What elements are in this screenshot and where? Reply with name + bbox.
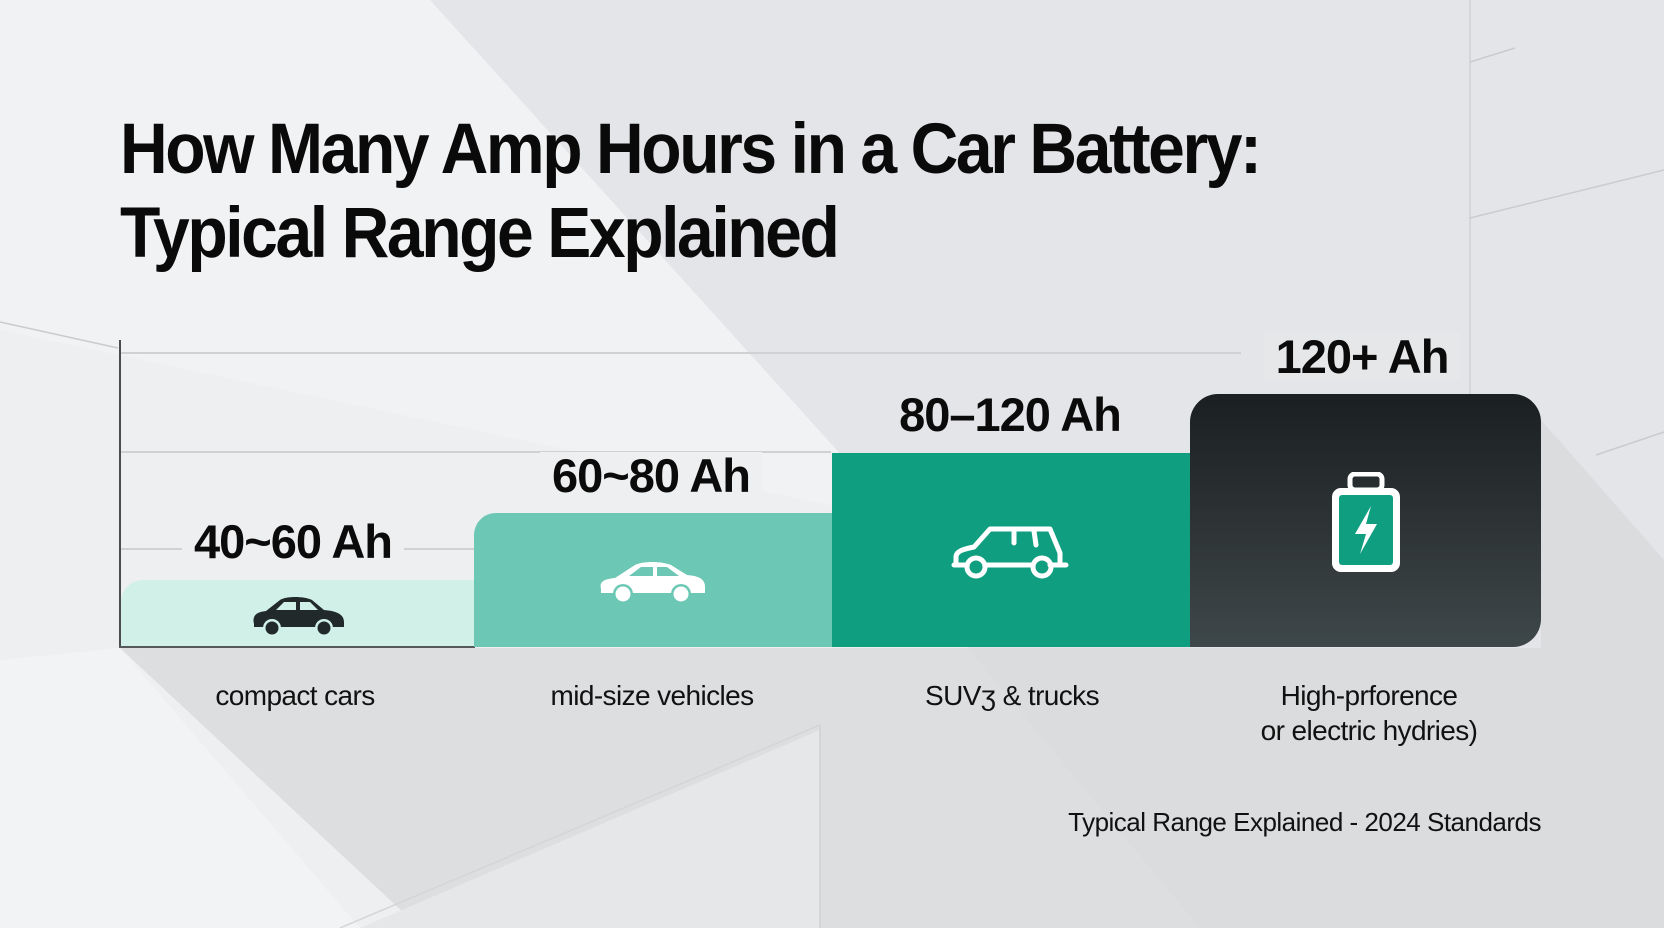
page-title: How Many Amp Hours in a Car Battery: Typ… bbox=[120, 108, 1262, 276]
bar-mid-size-vehicles bbox=[474, 513, 832, 647]
category-label-suv: SUVʒ & trucks bbox=[925, 680, 1100, 711]
bar-compact-cars bbox=[121, 580, 475, 647]
value-label-compact: 40~60 Ah bbox=[182, 518, 404, 565]
value-label-performance: 120+ Ah bbox=[1263, 333, 1461, 380]
footer-caption: Typical Range Explained - 2024 Standards bbox=[1068, 807, 1541, 837]
value-label-midsize: 60~80 Ah bbox=[540, 452, 762, 499]
category-label-midsize: mid-size vehicles bbox=[550, 680, 755, 711]
category-label-performance-line2: or electric hydries) bbox=[1260, 715, 1478, 746]
gridline bbox=[121, 451, 831, 453]
gridline bbox=[121, 352, 1241, 354]
category-label-compact: compact cars bbox=[215, 680, 375, 711]
bar-high-performance-electric bbox=[1190, 394, 1541, 647]
midsize-car-icon bbox=[600, 562, 705, 604]
bar-suvs-trucks bbox=[832, 453, 1190, 647]
sedan-car-icon bbox=[253, 597, 344, 637]
battery-charging-icon bbox=[1331, 472, 1400, 572]
title-line-2: Typical Range Explained bbox=[120, 194, 840, 273]
category-label-performance-line1: High-prforence bbox=[1280, 680, 1458, 711]
x-axis-line bbox=[119, 646, 475, 648]
category-label-performance: High-prforence or electric hydries) bbox=[1261, 678, 1478, 748]
y-axis-line bbox=[119, 340, 121, 648]
value-label-suv: 80–120 Ah bbox=[899, 388, 1122, 441]
title-line-1: How Many Amp Hours in a Car Battery: bbox=[120, 110, 1262, 189]
suv-icon bbox=[951, 526, 1069, 579]
